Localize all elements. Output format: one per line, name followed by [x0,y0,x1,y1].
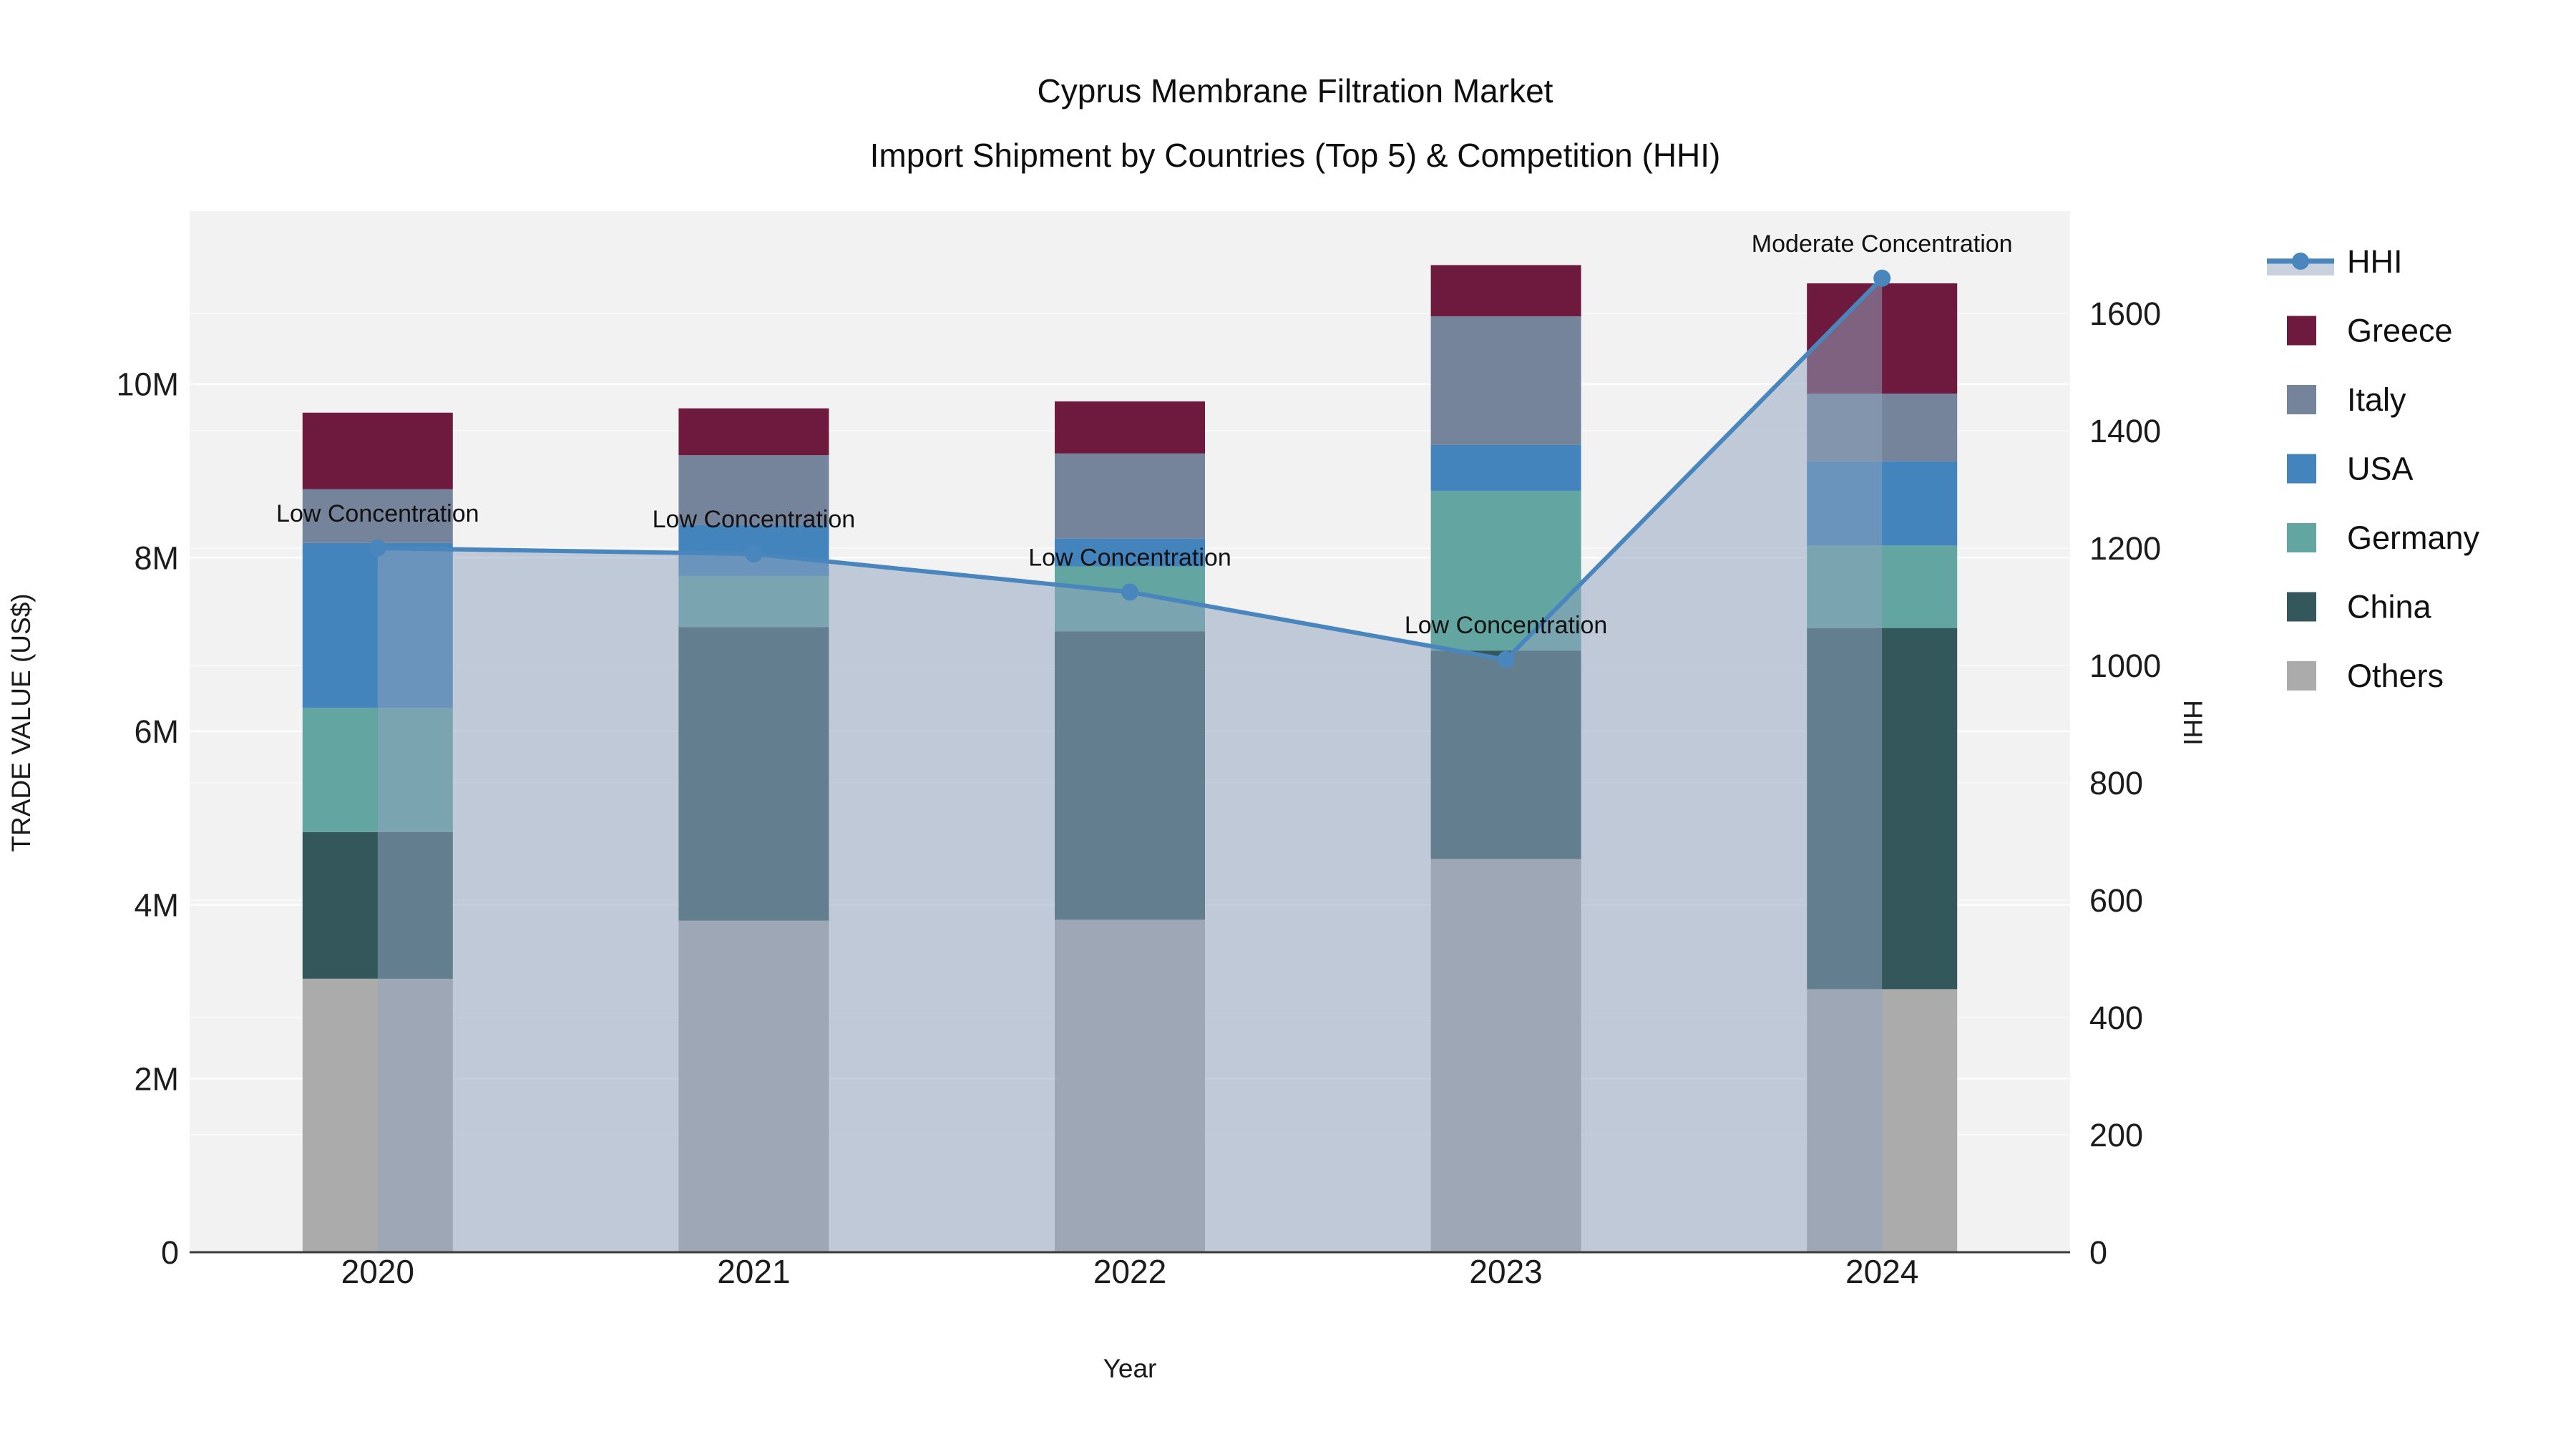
legend-item-china[interactable]: China [2287,589,2432,625]
bar-segment-usa-2022[interactable] [1055,538,1205,567]
bar-segment-greece-2020[interactable] [302,412,453,489]
left-axis-tick: 8M [134,540,179,576]
bar-segment-italy-2021[interactable] [678,455,829,525]
x-axis-tick: 2022 [1093,1253,1166,1290]
legend-label: Greece [2347,313,2453,349]
bar-segment-greece-2023[interactable] [1430,265,1581,317]
right-axis-tick: 1400 [2089,413,2161,449]
legend-item-usa[interactable]: USA [2287,451,2414,487]
legend-label: Germany [2347,519,2480,556]
right-axis-tick: 200 [2089,1117,2143,1153]
chart-title-line1: Cyprus Membrane Filtration Market [1038,72,1553,109]
x-axis-tick: 2020 [341,1253,414,1290]
hhi-area-fill [377,278,1883,1252]
legend-color-swatch [2287,661,2316,691]
left-axis-tick: 10M [116,366,179,403]
bar-segment-greece-2021[interactable] [678,408,829,456]
legend-label: USA [2347,451,2414,487]
left-axis-tick: 0 [161,1234,179,1271]
x-axis-title: Year [1103,1354,1157,1383]
legend-label: HHI [2347,243,2403,280]
bar-segment-italy-2020[interactable] [302,489,453,543]
hhi-point-2020[interactable] [369,540,386,557]
chart-title-line2: Import Shipment by Countries (Top 5) & C… [870,137,1721,174]
right-axis-tick: 600 [2089,882,2143,919]
left-axis-tick: 6M [134,713,179,750]
left-axis-title: TRADE VALUE (US$) [6,593,36,852]
legend-item-hhi[interactable]: HHI [2267,243,2403,280]
legend-item-germany[interactable]: Germany [2287,519,2480,556]
bar-segment-usa-2023[interactable] [1430,444,1581,491]
right-axis-tick: 0 [2089,1234,2107,1271]
annotation-2022: Low Concentration [1028,544,1231,571]
legend-color-swatch [2287,523,2316,552]
annotation-2021: Low Concentration [653,506,856,533]
hhi-point-2023[interactable] [1497,650,1515,668]
legend-label: Italy [2347,381,2406,418]
x-axis-tick: 2024 [1845,1253,1918,1290]
right-axis-tick: 1200 [2089,530,2161,567]
legend-color-swatch [2287,316,2316,346]
right-axis-tick: 1000 [2089,648,2161,684]
hhi-point-2024[interactable] [1873,269,1891,287]
left-axis-tick: 2M [134,1060,179,1097]
right-axis-tick: 800 [2089,765,2143,801]
hhi-marker-legend-sample [2292,253,2309,270]
hhi-point-2021[interactable] [745,545,763,563]
legend-label: China [2347,589,2432,625]
annotation-2020: Low Concentration [276,500,479,527]
x-axis-tick: 2021 [717,1253,790,1290]
legend-color-swatch [2287,385,2316,414]
annotation-2023: Low Concentration [1405,612,1608,639]
hhi-point-2022[interactable] [1121,583,1138,601]
legend-item-italy[interactable]: Italy [2287,381,2406,418]
annotation-2024: Moderate Concentration [1752,230,2013,258]
bar-segment-greece-2022[interactable] [1055,401,1205,454]
legend-color-swatch [2287,592,2316,622]
bar-segment-italy-2022[interactable] [1055,453,1205,539]
legend-label: Others [2347,658,2444,694]
right-axis-tick: 1600 [2089,296,2161,332]
x-axis-tick: 2023 [1469,1253,1542,1290]
left-axis-tick: 4M [134,887,179,924]
right-axis-title: HHI [2178,700,2207,746]
legend-item-greece[interactable]: Greece [2287,313,2453,349]
right-axis-tick: 400 [2089,1000,2143,1036]
legend-color-swatch [2287,454,2316,484]
bar-segment-italy-2023[interactable] [1430,316,1581,445]
legend-item-others[interactable]: Others [2287,658,2444,694]
legend: HHI Greece Italy USA Germany China Others [2267,243,2480,694]
